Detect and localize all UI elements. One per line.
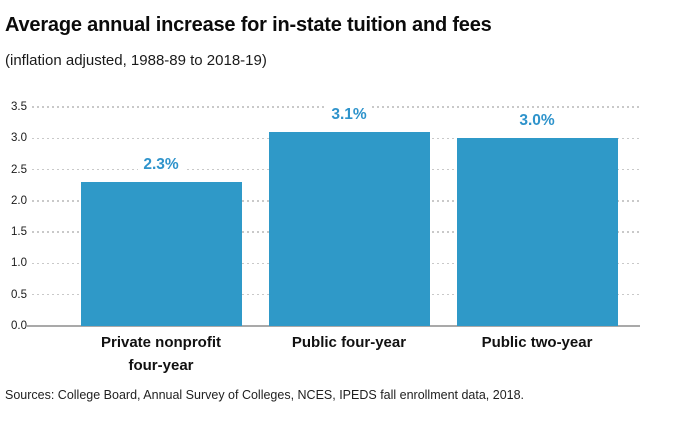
category-label-private-nonprofit-four-year: Private nonprofit four-year [100,334,221,374]
bar-public-two-year [456,138,618,326]
chart-subtitle: (inflation adjusted, 1988-89 to 2018-19) [5,52,267,69]
y-tick-label-2.0: 2.0 [11,194,27,207]
y-tick-label-3.0: 3.0 [11,132,27,145]
y-tick-label-3.5: 3.5 [11,101,27,113]
value-label-public-two-year: 3.0% [477,112,597,130]
category-label-public-two-year: Public two-year [481,334,593,351]
y-tick-label-1.0: 1.0 [11,257,27,270]
x-axis-baseline [27,325,640,327]
y-tick-label-2.5: 2.5 [11,163,27,176]
bar-public-four-year [268,132,430,326]
value-label-private-nonprofit-four-year: 2.3% [101,156,221,174]
y-tick-label-0.5: 0.5 [11,288,27,301]
chart-title: Average annual increase for in-state tui… [5,14,492,36]
y-tick-label-1.5: 1.5 [11,226,27,239]
y-tick-label-0.0: 0.0 [11,320,27,332]
value-label-public-four-year: 3.1% [289,106,409,124]
category-label-public-four-year: Public four-year [291,334,407,351]
source-note: Sources: College Board, Annual Survey of… [5,388,525,402]
bar-private-nonprofit-four-year [80,182,242,326]
